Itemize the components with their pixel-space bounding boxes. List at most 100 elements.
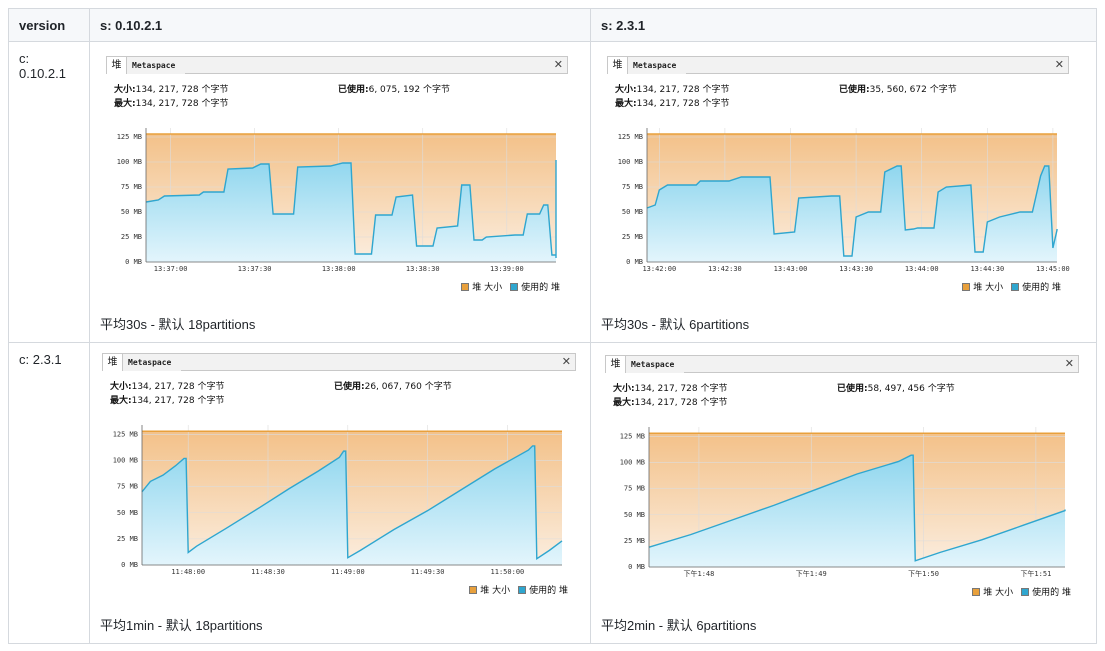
jvm-monitor-panel: 堆 Metaspace ✕ 大小:134, 217, 728 个字节 最大:134, 2… (102, 353, 576, 603)
close-icon[interactable]: ✕ (553, 59, 563, 71)
max-label: 最大: (110, 396, 132, 406)
y-tick-label: 25 MB (622, 233, 643, 241)
legend-heap-used: 使用的 堆 (1032, 588, 1071, 598)
close-icon[interactable]: ✕ (1054, 59, 1064, 71)
heap-used-line (648, 454, 1066, 562)
size-label: 大小: (114, 85, 136, 95)
max-label: 最大: (613, 398, 635, 408)
header-version: version (8, 8, 90, 42)
heap-used-swatch (510, 283, 519, 291)
y-tick-label: 50 MB (624, 511, 645, 519)
y-tick-label: 0 MB (125, 258, 142, 266)
x-tick-label: 13:43:00 (774, 265, 808, 273)
y-tick-label: 50 MB (121, 208, 142, 216)
max-value: 134, 217, 728 个字节 (135, 99, 229, 109)
x-tick-label: 11:49:30 (411, 568, 445, 576)
heap-max-info: 最大:134, 217, 728 个字节 (615, 96, 729, 109)
heap-used-info: 已使用:58, 497, 456 个字节 (837, 381, 955, 394)
size-label: 大小: (615, 85, 637, 95)
legend-heap-size: 堆 大小 (973, 283, 1004, 293)
size-label: 大小: (613, 384, 635, 394)
x-tick-label: 下午1:51 (1020, 569, 1051, 578)
used-value: 35, 560, 672 个字节 (869, 85, 957, 95)
heap-used-info: 已使用:26, 067, 760 个字节 (334, 379, 452, 392)
heap-memory-chart: 0 MB 25 MB 50 MB 75 MB 100 MB 125 MB 下午1:48 下午1… (620, 427, 1066, 578)
tab-metaspace[interactable]: Metaspace (626, 356, 684, 373)
jvm-monitor-panel: 堆 Metaspace ✕ 大小:134, 217, 728 个字节 最大:134, 2… (106, 56, 568, 306)
tab-heap[interactable]: 堆 (606, 356, 626, 373)
x-tick-label: 11:48:30 (251, 568, 285, 576)
close-icon[interactable]: ✕ (561, 356, 571, 368)
x-tick-label: 13:44:00 (905, 265, 939, 273)
x-tick-label: 下午1:48 (683, 569, 714, 578)
y-tick-label: 50 MB (117, 509, 138, 517)
used-label: 已使用: (839, 85, 870, 95)
used-value: 6, 075, 192 个字节 (368, 85, 450, 95)
tab-heap[interactable]: 堆 (107, 57, 127, 74)
y-tick-label: 0 MB (121, 561, 138, 569)
x-tick-label: 13:39:00 (490, 265, 524, 273)
chart-legend: 堆 大小 使用的 堆 (461, 280, 560, 293)
row-label: c: 0.10.2.1 (8, 41, 90, 343)
legend-heap-used: 使用的 堆 (529, 586, 568, 596)
heap-used-swatch (1011, 283, 1020, 291)
x-tick-label: 13:38:30 (406, 265, 440, 273)
tab-heap[interactable]: 堆 (608, 57, 628, 74)
x-tick-label: 13:43:30 (839, 265, 873, 273)
chart-caption: 平均1min - 默认 18partitions (100, 618, 263, 633)
heap-used-line (646, 165, 1058, 257)
comparison-table: version s: 0.10.2.1 s: 2.3.1 c: 0.10.2.1… (8, 8, 1097, 644)
chart-cell: 堆 Metaspace ✕ 大小:134, 217, 728 个字节 最大:134, 2… (590, 41, 1097, 343)
legend-heap-used: 使用的 堆 (1022, 283, 1061, 293)
heap-used-area (146, 160, 556, 262)
tab-metaspace[interactable]: Metaspace (127, 57, 185, 74)
x-tick-label: 下午1:49 (796, 569, 827, 578)
header-server-2-3: s: 2.3.1 (590, 8, 1097, 42)
x-tick-label: 13:45:00 (1036, 265, 1070, 273)
x-tick-label: 11:48:00 (171, 568, 205, 576)
used-label: 已使用: (837, 384, 868, 394)
x-tick-label: 13:42:30 (708, 265, 742, 273)
legend-heap-size: 堆 大小 (480, 586, 511, 596)
x-tick-label: 下午1:50 (908, 569, 939, 578)
y-tick-label: 100 MB (117, 158, 142, 166)
table-row: c: 2.3.1 堆 Metaspace ✕ 大小:134, 217, 728 个字节… (8, 342, 1097, 644)
y-tick-label: 125 MB (117, 133, 142, 141)
heap-size-info: 大小:134, 217, 728 个字节 (615, 82, 729, 95)
heap-size-info: 大小:134, 217, 728 个字节 (110, 379, 224, 392)
tab-metaspace[interactable]: Metaspace (123, 354, 181, 371)
y-tick-label: 0 MB (628, 563, 645, 571)
max-label: 最大: (615, 99, 637, 109)
row-label: c: 2.3.1 (8, 342, 90, 644)
max-label: 最大: (114, 99, 136, 109)
jvm-monitor-panel: 堆 Metaspace ✕ 大小:134, 217, 728 个字节 最大:134, 2… (607, 56, 1070, 306)
y-tick-label: 75 MB (622, 183, 643, 191)
heap-max-info: 最大:134, 217, 728 个字节 (110, 393, 224, 406)
y-tick-label: 125 MB (620, 432, 645, 440)
y-tick-label: 100 MB (620, 459, 645, 467)
heap-used-info: 已使用:6, 075, 192 个字节 (338, 82, 450, 95)
tab-heap[interactable]: 堆 (103, 354, 123, 371)
heap-used-swatch (518, 586, 527, 594)
chart-caption: 平均2min - 默认 6partitions (601, 618, 757, 633)
x-tick-label: 11:50:00 (491, 568, 525, 576)
heap-memory-chart: 0 MB 25 MB 50 MB 75 MB 100 MB 125 MB 11:48:00 1… (113, 425, 563, 576)
heap-size-info: 大小:134, 217, 728 个字节 (114, 82, 228, 95)
panel-tab-bar: 堆 Metaspace ✕ (605, 355, 1079, 373)
size-value: 134, 217, 728 个字节 (634, 384, 728, 394)
x-tick-label: 11:49:00 (331, 568, 365, 576)
y-tick-label: 100 MB (618, 158, 643, 166)
max-value: 134, 217, 728 个字节 (131, 396, 225, 406)
heap-used-line (141, 445, 563, 561)
close-icon[interactable]: ✕ (1064, 358, 1074, 370)
chart-cell: 堆 Metaspace ✕ 大小:134, 217, 728 个字节 最大:134, 2… (89, 41, 591, 343)
tab-metaspace[interactable]: Metaspace (628, 57, 686, 74)
size-value: 134, 217, 728 个字节 (131, 382, 225, 392)
size-value: 134, 217, 728 个字节 (636, 85, 730, 95)
used-value: 58, 497, 456 个字节 (867, 384, 955, 394)
chart-cell: 堆 Metaspace ✕ 大小:134, 217, 728 个字节 最大: 134, 2… (590, 342, 1097, 644)
heap-size-info: 大小:134, 217, 728 个字节 (613, 381, 727, 394)
header-server-0-10: s: 0.10.2.1 (89, 8, 591, 42)
y-tick-label: 75 MB (117, 483, 138, 491)
y-tick-label: 25 MB (624, 537, 645, 545)
